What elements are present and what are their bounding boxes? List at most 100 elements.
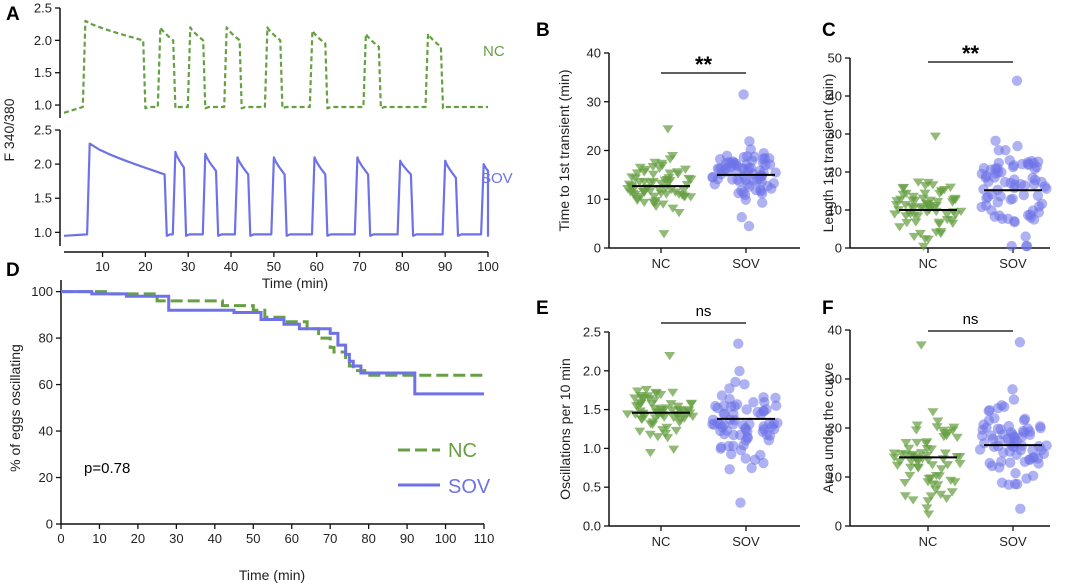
nc-data-point [890, 201, 902, 210]
nc-data-point [681, 180, 693, 190]
nc-data-point [938, 185, 950, 195]
nc-data-point [648, 192, 660, 201]
nc-data-point [898, 183, 910, 193]
y-tick-label: 2.5 [583, 325, 601, 340]
nc-data-point [664, 155, 676, 164]
sov-data-point [1033, 458, 1044, 469]
sov-data-point [980, 200, 992, 211]
nc-data-point [670, 426, 682, 436]
panel-label: A [6, 4, 20, 25]
x-tick-label: 90 [400, 531, 414, 546]
sov-data-point [1020, 231, 1031, 242]
nc-data-point [946, 488, 958, 497]
y-tick-label: 30 [828, 127, 842, 142]
nc-data-point [673, 208, 685, 218]
nc-data-point [655, 179, 667, 188]
significance-label: ** [695, 52, 713, 77]
sov-data-point [733, 338, 744, 349]
panel-label: E [536, 298, 549, 319]
nc-data-point [930, 228, 942, 237]
x-tick-label: 30 [181, 259, 195, 274]
y-tick-label: 20 [828, 421, 842, 436]
y-tick-label: 40 [828, 323, 842, 338]
nc-data-point [647, 420, 659, 430]
nc-data-point [936, 465, 948, 474]
sov-data-point [726, 448, 737, 460]
nc-data-point [905, 463, 917, 473]
x-tick-label: NC [919, 256, 938, 271]
x-tick-label: SOV [732, 256, 760, 271]
nc-data-point [634, 163, 646, 172]
nc-data-point [937, 426, 949, 435]
sov-data-point [758, 421, 769, 432]
sov-data-point [1022, 158, 1034, 170]
nc-data-point [911, 421, 923, 430]
nc-data-point [900, 450, 912, 460]
nc-data-point [897, 190, 909, 199]
y-axis-label: Area under the curve [820, 362, 836, 493]
nc-data-point [899, 492, 911, 501]
sov-trace [63, 142, 490, 237]
sov-data-point [1018, 189, 1030, 201]
nc-data-point [930, 471, 942, 481]
y-axis-label: % of eggs oscillating [7, 344, 23, 472]
nc-data-point [941, 210, 953, 219]
x-tick-label: NC [652, 534, 671, 549]
nc-data-point [678, 186, 690, 195]
sov-data-point [1005, 457, 1016, 468]
x-tick-label: NC [652, 256, 671, 271]
nc-data-point [947, 426, 959, 435]
sov-data-point [997, 213, 1008, 224]
sov-data-point [744, 418, 755, 430]
sov-data-point [709, 179, 720, 190]
x-tick-label: 60 [284, 531, 298, 546]
x-tick-label: 40 [224, 259, 238, 274]
sov-data-point [742, 179, 753, 190]
nc-data-point [925, 474, 937, 483]
sov-data-point [1015, 503, 1026, 515]
sov-data-point [740, 453, 751, 464]
x-tick-label: 60 [309, 259, 323, 274]
nc-data-point [664, 169, 676, 178]
sov-data-point [1028, 179, 1040, 190]
sov-data-point [770, 400, 782, 411]
sov-data-point [1011, 449, 1022, 460]
panel-d: D 0 20 40 60 80 100 0 10 20 30 40 50 60 70 80 90 100 110 Ti… [6, 260, 494, 583]
y-tick-label: 80 [39, 331, 53, 346]
nc-data-point [674, 407, 686, 416]
x-tick-label: 80 [395, 259, 409, 274]
sov-data-point [1007, 193, 1018, 205]
nc-data-point [904, 210, 916, 219]
sov-data-point [715, 443, 726, 454]
sov-data-point [974, 444, 986, 455]
nc-data-point [918, 242, 930, 252]
x-tick-label: 110 [474, 531, 495, 546]
nc-data-point [939, 449, 951, 458]
y-axis-label: Length 1st transient (min) [820, 74, 836, 233]
sov-data-point [1025, 212, 1037, 223]
nc-data-point [652, 433, 664, 442]
sov-data-point [1041, 183, 1052, 194]
y-tick-label: 0.5 [583, 480, 601, 495]
sov-data-point [1000, 145, 1011, 156]
sov-data-point [770, 167, 781, 178]
nc-data-point [921, 451, 933, 460]
sov-data-point [724, 464, 735, 475]
sov-data-point [757, 197, 768, 208]
sov-data-point [728, 419, 739, 430]
sov-data-point [990, 168, 1001, 179]
sov-data-point [748, 397, 759, 408]
nc-data-point [933, 218, 945, 227]
nc-data-point [941, 494, 953, 503]
y-tick-label: 10 [828, 470, 842, 485]
nc-data-point [949, 478, 961, 487]
sov-data-point [730, 376, 741, 388]
y-tick-label: 40 [828, 89, 842, 104]
nc-data-point [644, 448, 656, 458]
sov-data-point [725, 157, 736, 169]
sov-data-point [723, 440, 734, 452]
nc-trace [63, 19, 488, 114]
y-tick-label: 0 [835, 241, 842, 256]
nc-data-point [679, 165, 691, 174]
y-tick-label: 0 [46, 517, 53, 532]
